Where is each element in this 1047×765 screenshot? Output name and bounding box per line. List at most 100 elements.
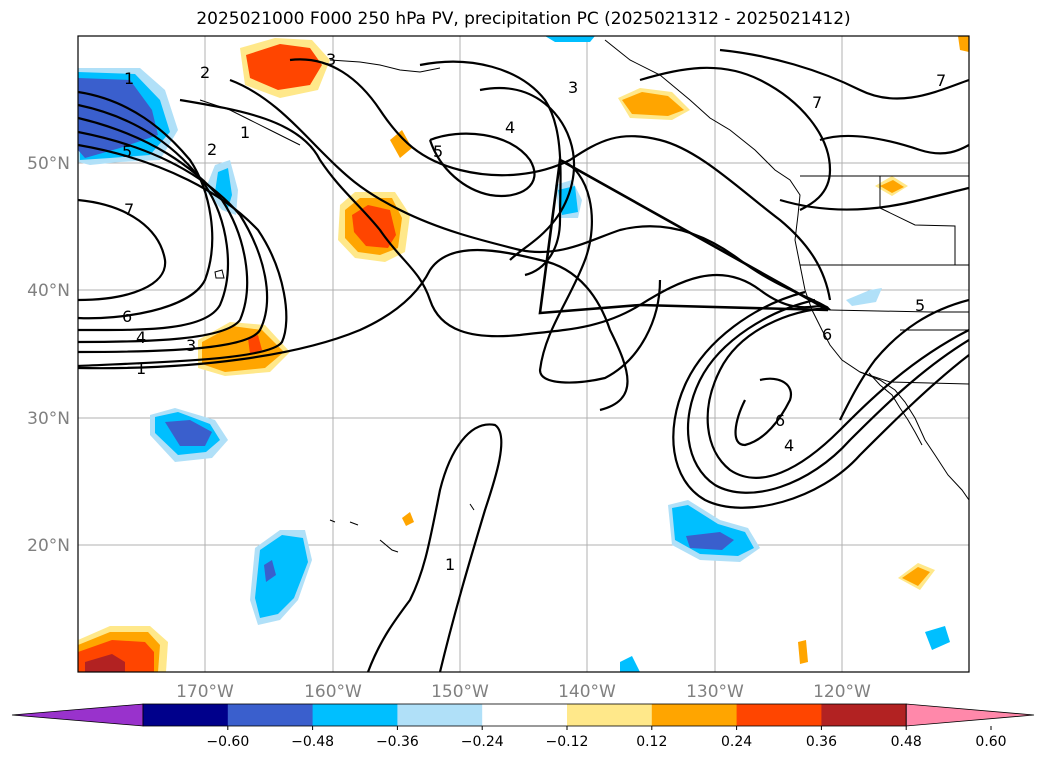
contour-label: 4 — [136, 328, 146, 347]
state-borders — [879, 176, 969, 266]
colorbar-bin — [482, 704, 568, 726]
colorbar-tick-label: 0.60 — [975, 734, 1006, 750]
colorbar-bin — [736, 704, 822, 726]
map-frame — [77, 35, 970, 673]
precip-positive-region — [798, 640, 808, 664]
contour-label: 5 — [433, 142, 443, 161]
contour-label: 2 — [207, 140, 217, 159]
precip-negative-region — [686, 532, 734, 550]
pv-contour — [706, 306, 969, 479]
pv-contour — [289, 58, 832, 301]
pv-contour — [734, 377, 793, 447]
pv-contour — [538, 158, 662, 384]
colorbar-tick-label: 0.12 — [636, 734, 667, 750]
precip-negative-region — [545, 36, 595, 42]
alaska-coast — [329, 59, 441, 73]
contour-label: 2 — [200, 63, 210, 82]
precip-positive-region — [390, 130, 412, 158]
contour-label: 5 — [915, 296, 925, 315]
lon-label-130w: 130°W — [686, 682, 744, 702]
lon-label-170w: 170°W — [176, 682, 234, 702]
pv-contour — [179, 98, 829, 338]
contour-label: 1 — [240, 123, 250, 142]
precip-positive-region — [402, 512, 414, 526]
contour-label: 4 — [784, 436, 794, 455]
colorbar-bin — [397, 704, 483, 726]
baja-peninsula — [868, 372, 923, 446]
colorbar-outline — [142, 703, 907, 727]
pv-contour — [78, 90, 214, 320]
precip-negative-region — [255, 535, 308, 618]
lon-label-120w: 120°W — [813, 682, 871, 702]
contour-label: 6 — [822, 325, 832, 344]
colorbar-bin — [227, 704, 314, 726]
colorbar-extend-low — [11, 703, 144, 727]
lat-label-30n: 30°N — [27, 409, 70, 429]
contour-label: 1 — [136, 359, 146, 378]
pv-contour — [639, 66, 832, 211]
precip-negative-region — [264, 560, 276, 582]
lon-label-160w: 160°W — [304, 682, 362, 702]
precip-negative-region — [620, 656, 640, 672]
precip-positive-region — [902, 567, 930, 586]
precip-positive-region — [622, 92, 684, 116]
precip-negative-region — [215, 168, 232, 208]
lon-label-140w: 140°W — [558, 682, 616, 702]
colorbar-bin — [567, 704, 653, 726]
colorbar-bin — [312, 704, 398, 726]
contour-label: 1 — [445, 555, 455, 574]
pv-contour — [686, 298, 969, 494]
colorbar-extend-high — [905, 703, 1035, 727]
contour-label: 1 — [124, 69, 134, 88]
contour-label: 3 — [326, 50, 336, 69]
contour-label: 7 — [936, 71, 946, 90]
contour-label: 4 — [505, 118, 515, 137]
graticule — [78, 36, 969, 672]
colorbar-tick-label: −0.12 — [546, 734, 589, 750]
pv-contour — [78, 198, 167, 302]
pv-contour — [819, 134, 969, 155]
precip-positive-region — [85, 654, 125, 672]
precip-positive-region — [880, 180, 904, 193]
precip-positive-region — [958, 36, 969, 52]
lat-label-20n: 20°N — [27, 536, 70, 556]
colorbar-bin — [143, 704, 229, 726]
colorbar-bin — [651, 704, 738, 726]
pv-contour — [419, 60, 562, 277]
latitude-labels: 50°N 40°N 30°N 20°N — [27, 154, 70, 556]
map-title: 2025021000 F000 250 hPa PV, precipitatio… — [196, 9, 851, 29]
lon-label-150w: 150°W — [431, 682, 489, 702]
pv-contour — [78, 143, 288, 368]
colorbar-tick-label: −0.24 — [461, 734, 504, 750]
contour-label: 3 — [568, 78, 578, 97]
contour-label: 3 — [186, 336, 196, 355]
lat-label-40n: 40°N — [27, 281, 70, 301]
small-island — [214, 269, 225, 279]
precip-positive-region — [246, 44, 322, 90]
colorbar: −0.60 −0.48 −0.36 −0.24 −0.12 0.12 0.24 0.36 0.4… — [11, 703, 1035, 750]
pv-contours — [78, 48, 969, 672]
precip-positive-region — [202, 326, 284, 372]
pv-contour — [78, 116, 249, 344]
hawaii-islands — [329, 503, 475, 553]
pv-contour — [428, 132, 536, 198]
region-box — [538, 157, 829, 315]
colorbar-tick-label: 0.24 — [721, 734, 752, 750]
colorbar-tick-label: 0.36 — [806, 734, 837, 750]
lat-label-50n: 50°N — [27, 154, 70, 174]
contour-label: 7 — [124, 200, 134, 219]
contour-label: 7 — [812, 93, 822, 112]
colorbar-bin — [821, 704, 907, 726]
precip-negative-region — [165, 420, 212, 446]
colorbar-tick-label: 0.48 — [891, 734, 922, 750]
contour-label: 5 — [122, 142, 132, 161]
colorbar-tick-label: −0.60 — [206, 734, 249, 750]
contour-label: 6 — [775, 411, 785, 430]
pv-contour — [78, 103, 229, 332]
colorbar-tick-label: −0.36 — [376, 734, 419, 750]
longitude-labels: 170°W 160°W 150°W 140°W 130°W 120°W — [176, 682, 871, 702]
pv-contour — [672, 290, 969, 509]
pv-contour-labels: 1 2 3 1 2 5 7 6 4 3 1 3 4 5 1 7 7 6 4 6 … — [122, 50, 946, 574]
precip-negative-region — [925, 626, 950, 650]
